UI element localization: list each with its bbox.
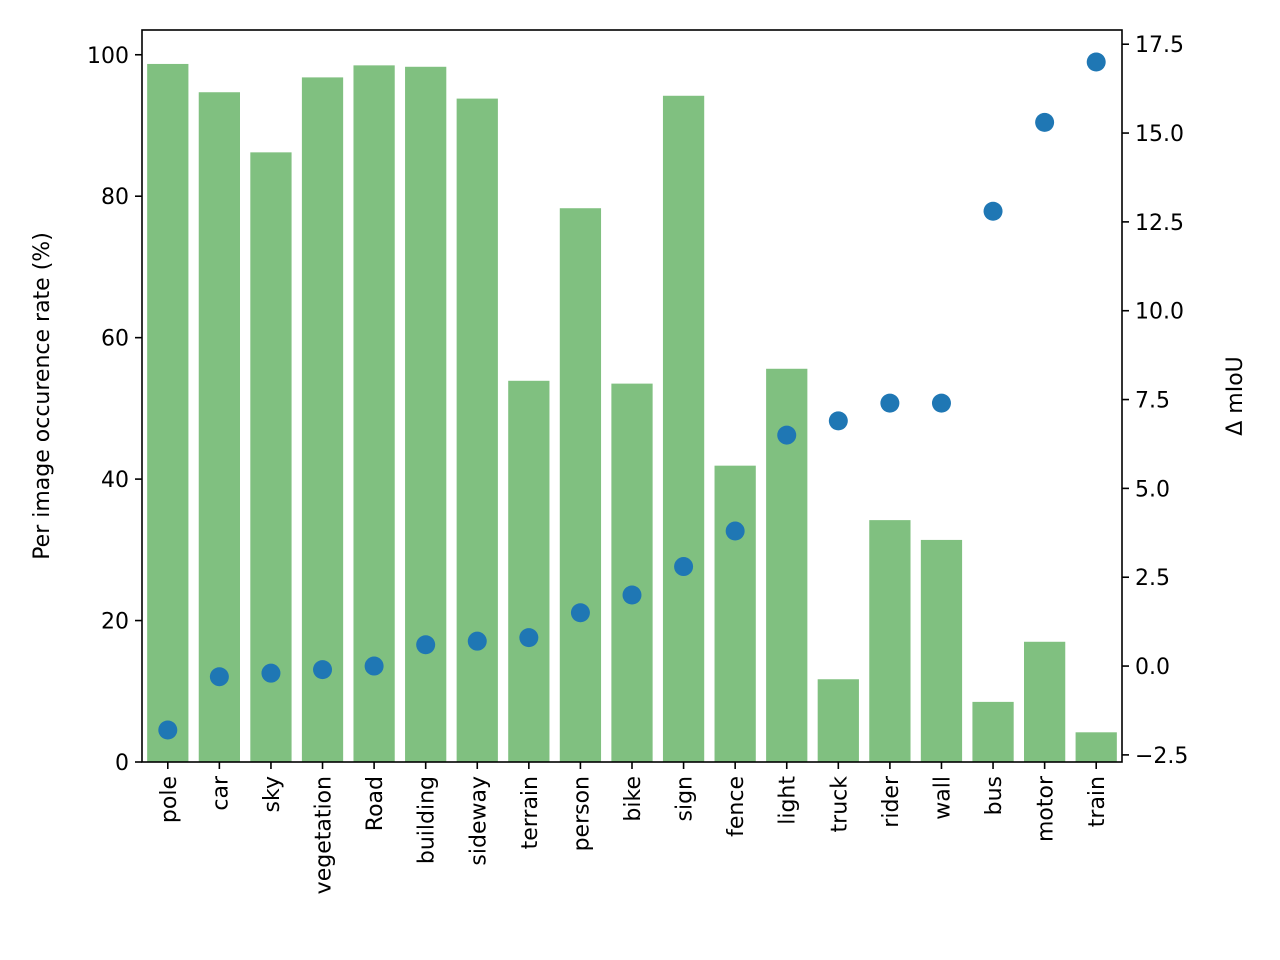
left-axis-label: Per image occurence rate (%) xyxy=(30,232,55,560)
bar-motor xyxy=(1024,641,1066,762)
x-tick-label: bus xyxy=(982,776,1007,815)
right-tick-label: 2.5 xyxy=(1135,566,1170,591)
left-axis-ticks: 0 20 40 60 80 100 xyxy=(87,44,142,776)
bar-series xyxy=(147,63,1117,763)
left-tick-label: 20 xyxy=(101,610,129,635)
bar-terrain xyxy=(508,380,550,762)
point-train xyxy=(1086,52,1106,72)
bar-fence xyxy=(714,465,756,762)
point-motor xyxy=(1035,112,1055,132)
bar-sky xyxy=(250,152,292,763)
right-tick-label: −2.5 xyxy=(1135,744,1188,769)
bar-road xyxy=(353,65,395,763)
x-tick-label: Road xyxy=(363,776,388,831)
point-road xyxy=(364,656,384,676)
x-tick-label: sky xyxy=(260,776,285,812)
delta-miou-series xyxy=(158,52,1106,740)
point-sky xyxy=(261,663,281,683)
x-tick-label: light xyxy=(776,776,801,825)
x-tick-label: building xyxy=(415,776,440,864)
point-vegetation xyxy=(313,660,333,680)
x-tick-label: motor xyxy=(1034,775,1059,842)
bar-truck xyxy=(817,679,859,762)
bar-train xyxy=(1075,732,1117,762)
point-terrain xyxy=(519,628,539,648)
left-tick-label: 40 xyxy=(101,468,129,493)
point-bus xyxy=(983,201,1003,221)
left-tick-label: 80 xyxy=(101,185,129,210)
point-bike xyxy=(622,585,642,605)
bar-sideway xyxy=(456,98,498,763)
right-tick-label: 12.5 xyxy=(1135,211,1184,236)
x-tick-label: person xyxy=(569,776,594,851)
x-tick-label: fence xyxy=(724,776,749,837)
x-tick-label: train xyxy=(1085,776,1110,827)
point-pole xyxy=(158,720,178,740)
x-tick-label: sign xyxy=(673,776,698,821)
left-tick-label: 100 xyxy=(87,44,129,69)
point-wall xyxy=(931,393,951,413)
bar-car xyxy=(198,92,240,763)
x-tick-label: car xyxy=(208,775,233,811)
right-axis-label: Δ mIoU xyxy=(1223,356,1248,436)
point-building xyxy=(416,635,436,655)
point-light xyxy=(777,425,797,445)
x-tick-label: bike xyxy=(621,776,646,822)
bar-building xyxy=(405,66,447,762)
bar-bus xyxy=(972,701,1014,762)
right-tick-label: 15.0 xyxy=(1135,122,1184,147)
bar-person xyxy=(559,208,602,763)
x-tick-label: rider xyxy=(879,775,904,828)
x-tick-label: wall xyxy=(930,776,955,820)
right-tick-label: 0.0 xyxy=(1135,655,1170,680)
x-tick-label: sideway xyxy=(466,776,491,866)
right-tick-label: 5.0 xyxy=(1135,477,1170,502)
point-car xyxy=(209,667,229,687)
bar-vegetation xyxy=(301,77,344,762)
x-tick-label: pole xyxy=(157,776,182,823)
left-tick-label: 60 xyxy=(101,327,129,352)
point-fence xyxy=(725,521,745,541)
x-axis-ticks: pole car sky vegetation Road building sideway t… xyxy=(157,762,1110,894)
right-tick-label: 7.5 xyxy=(1135,389,1170,414)
right-tick-label: 17.5 xyxy=(1135,33,1184,58)
right-tick-label: 10.0 xyxy=(1135,300,1184,325)
bar-bike xyxy=(611,383,653,762)
point-truck xyxy=(828,411,848,431)
right-axis-ticks: −2.5 0.0 2.5 5.0 7.5 10.0 12.5 15.0 17.5 xyxy=(1122,33,1188,769)
x-tick-label: truck xyxy=(827,776,852,833)
point-person xyxy=(570,603,590,623)
left-tick-label: 0 xyxy=(115,751,129,776)
bar-sign xyxy=(662,95,705,762)
x-tick-label: vegetation xyxy=(312,776,337,894)
bar-pole xyxy=(147,63,189,762)
bar-rider xyxy=(869,520,911,762)
bar-wall xyxy=(920,539,963,762)
x-tick-label: terrain xyxy=(518,776,543,849)
point-sideway xyxy=(467,631,487,651)
point-rider xyxy=(880,393,900,413)
point-sign xyxy=(674,557,694,577)
